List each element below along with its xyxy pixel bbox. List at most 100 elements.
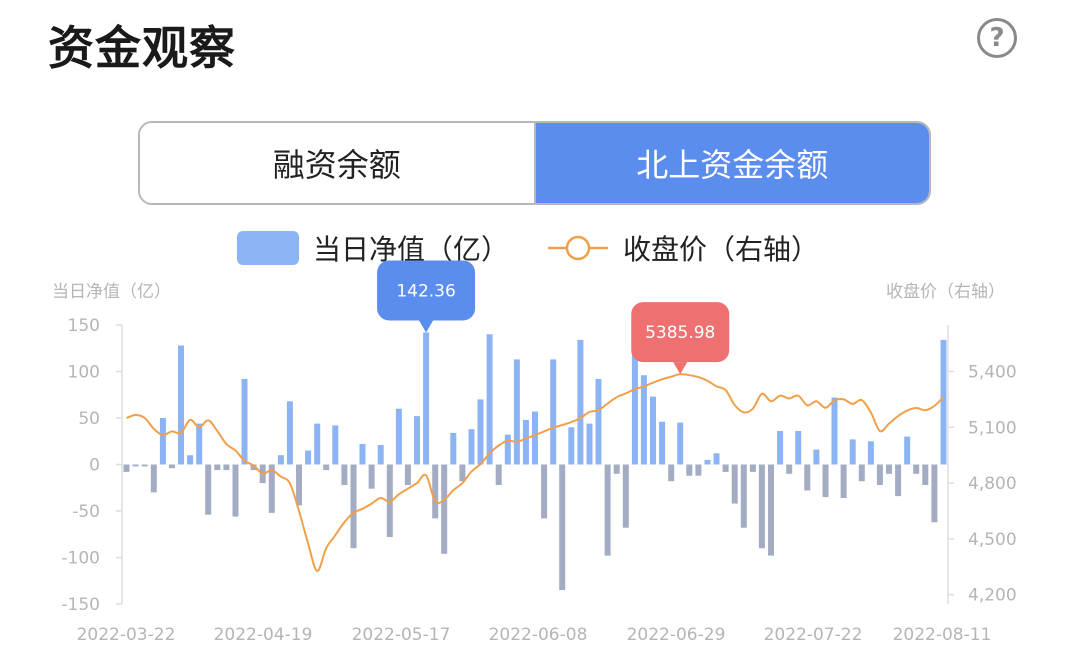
- bar: [504, 434, 511, 465]
- chart-legend: 当日净值（亿） 收盘价（右轴）: [237, 231, 819, 266]
- bar: [323, 464, 330, 471]
- bar: [840, 464, 847, 498]
- y-tick-label-left: 50: [78, 409, 100, 429]
- bar: [940, 339, 947, 465]
- bar: [849, 439, 856, 465]
- bar: [277, 455, 284, 465]
- bar: [813, 449, 820, 465]
- bar: [459, 464, 466, 482]
- bar: [132, 464, 139, 467]
- bar: [404, 464, 411, 485]
- legend-line-label: 收盘价（右轴）: [623, 233, 819, 266]
- bar: [250, 464, 257, 471]
- x-tick-label: 2022-06-29: [627, 625, 726, 645]
- bar: [513, 359, 520, 465]
- bar: [359, 444, 366, 465]
- bar: [768, 464, 774, 556]
- bar: [722, 464, 729, 472]
- y-tick-label-left: -50: [72, 502, 100, 522]
- y-tick-label-left: -100: [61, 549, 100, 569]
- bar: [150, 464, 157, 493]
- y-tick-label-right: 5,100: [968, 418, 1017, 438]
- bar: [368, 464, 375, 489]
- bar: [268, 464, 275, 513]
- bar: [795, 431, 802, 465]
- y-axis-left-label: 当日净值（亿）: [52, 282, 171, 302]
- y-tick-label-right: 4,500: [968, 530, 1017, 550]
- tooltip-pointer: [419, 320, 434, 333]
- bar: [867, 441, 874, 465]
- bar: [341, 464, 348, 485]
- y-tick-label-right: 4,200: [968, 586, 1017, 606]
- bar: [178, 345, 184, 465]
- bar: [550, 359, 557, 465]
- bar: [377, 445, 384, 465]
- bar: [749, 464, 756, 472]
- x-tick-label: 2022-07-22: [764, 625, 863, 645]
- bar: [931, 464, 938, 523]
- bar: [350, 464, 357, 549]
- bar: [305, 450, 312, 465]
- bar: [123, 464, 130, 472]
- bar: [541, 464, 548, 519]
- bar: [214, 464, 221, 471]
- bar: [577, 339, 584, 465]
- bar: [650, 396, 656, 465]
- bar: [532, 411, 538, 465]
- bar: [622, 464, 629, 528]
- page-title: 资金观察: [48, 21, 236, 75]
- bar: [414, 416, 420, 465]
- bar: [604, 464, 611, 556]
- bar: [686, 464, 693, 476]
- legend-bar-swatch: [237, 231, 299, 265]
- bar: [886, 464, 892, 474]
- x-tick-label: 2022-03-22: [77, 625, 176, 645]
- bar: [595, 378, 602, 465]
- bar: [758, 464, 765, 549]
- bar: [876, 464, 883, 485]
- bar: [731, 464, 738, 504]
- bar: [895, 464, 902, 497]
- bar: [786, 464, 793, 474]
- legend-line-marker: [565, 235, 591, 261]
- bar: [522, 419, 529, 465]
- bar: [296, 464, 302, 506]
- bar: [286, 401, 293, 465]
- bar: [804, 464, 811, 491]
- bar: [831, 397, 838, 465]
- bar: [704, 459, 711, 465]
- bar: [332, 425, 339, 465]
- bar: [922, 464, 929, 485]
- bar: [495, 464, 502, 485]
- tooltip-value: 142.36: [396, 281, 455, 301]
- bar: [223, 464, 230, 471]
- x-tick-label: 2022-04-19: [214, 625, 313, 645]
- y-tick-label-left: 100: [68, 363, 100, 383]
- bar: [468, 429, 475, 465]
- tab-northbound-balance[interactable]: 北上资金余额: [533, 123, 929, 203]
- bar: [668, 464, 675, 482]
- bar: [205, 464, 212, 515]
- x-tick-label: 2022-08-11: [893, 625, 992, 645]
- tooltip-pointer: [673, 362, 688, 375]
- bar: [196, 423, 203, 465]
- bar: [659, 421, 666, 465]
- bar: [232, 464, 239, 517]
- tooltip-box: [377, 260, 476, 321]
- bar: [613, 464, 620, 474]
- y-tick-label-right: 4,800: [968, 474, 1017, 494]
- bar: [450, 432, 457, 465]
- close-price-line: [126, 373, 945, 572]
- x-tick-label: 2022-06-08: [489, 625, 588, 645]
- bar: [559, 464, 566, 590]
- y-axis-right-label: 收盘价（右轴）: [886, 282, 1005, 302]
- bar: [432, 464, 439, 519]
- tooltip-bar: 142.36: [377, 260, 476, 333]
- tab-margin-balance[interactable]: 融资余额: [140, 123, 534, 203]
- bar: [777, 431, 784, 465]
- tooltip-value: 5385.98: [645, 323, 715, 343]
- bar: [423, 332, 430, 465]
- bar: [740, 464, 747, 528]
- question-circle-icon[interactable]: ?: [977, 18, 1017, 58]
